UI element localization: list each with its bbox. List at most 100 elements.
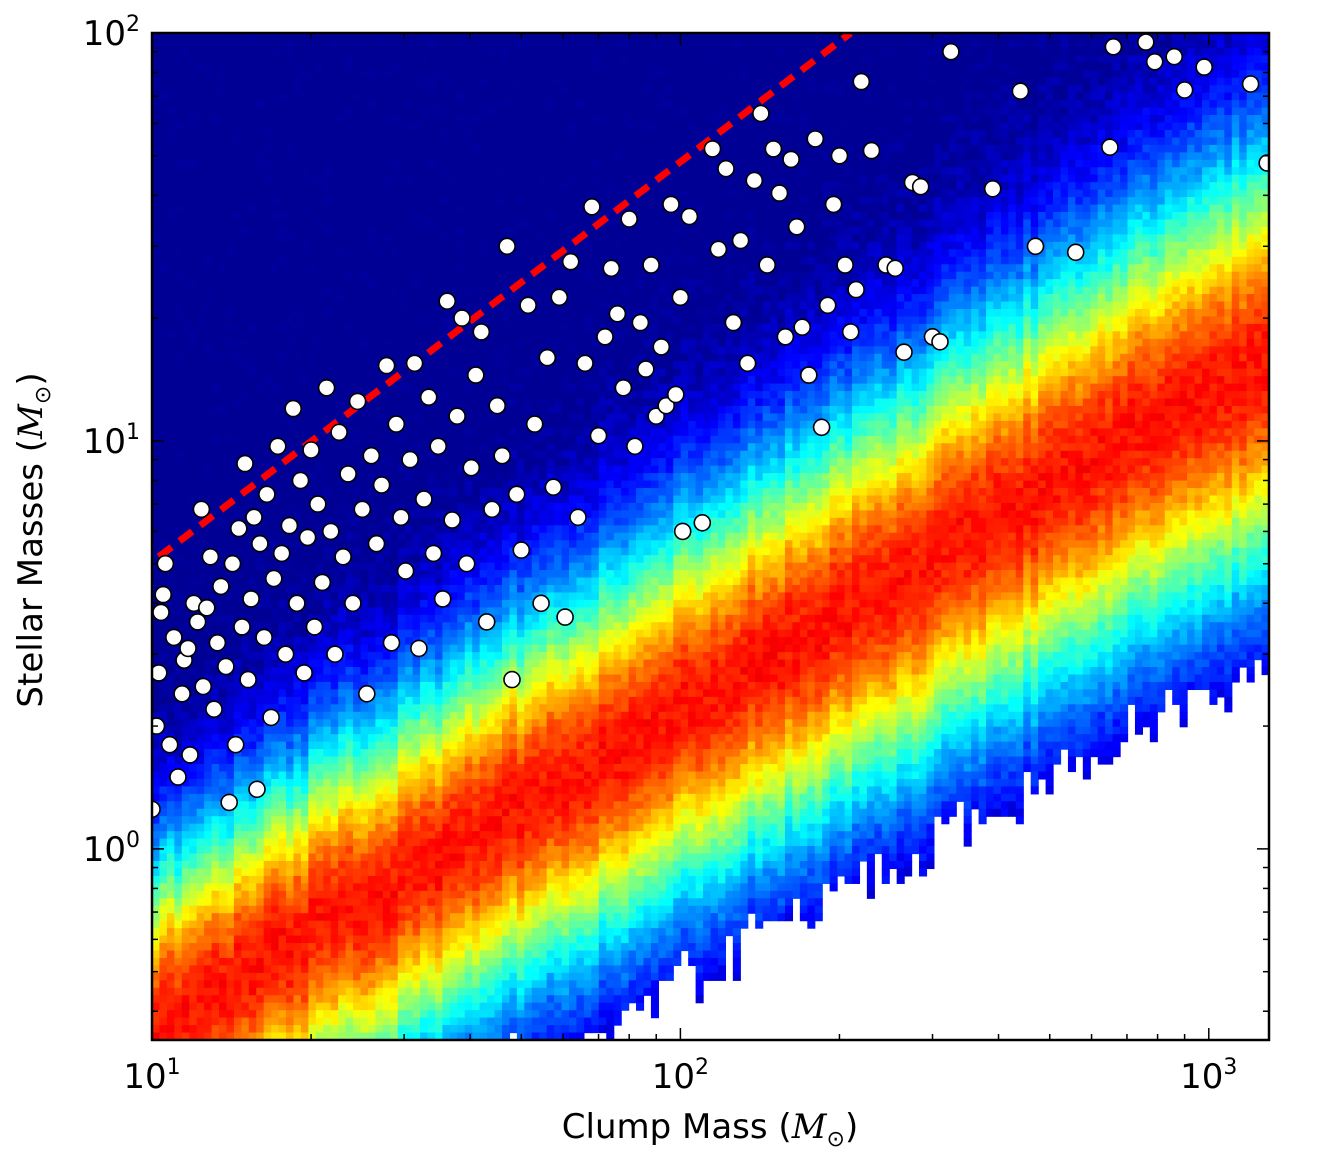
heatmap-cell [412, 488, 421, 497]
heatmap-cell [315, 189, 324, 198]
heatmap-cell [181, 308, 190, 318]
heatmap-cell [174, 607, 183, 616]
heatmap-cell [233, 159, 242, 168]
heatmap-cell [256, 122, 265, 131]
heatmap-cell [315, 607, 324, 616]
heatmap-cell [300, 159, 309, 168]
heatmap-cell [338, 189, 347, 198]
heatmap-cell [412, 115, 421, 124]
heatmap-cell [412, 711, 421, 720]
heatmap-cell [196, 465, 205, 474]
heatmap-cell [390, 614, 399, 623]
heatmap-cell [263, 525, 272, 534]
heatmap-cell [382, 77, 391, 86]
heatmap-cell [367, 883, 376, 892]
heatmap-cell [189, 875, 198, 884]
heatmap-cell [211, 115, 220, 124]
heatmap-cell [308, 838, 317, 847]
heatmap-cell [367, 928, 376, 937]
heatmap-cell [152, 62, 161, 71]
heatmap-cell [233, 249, 242, 258]
heatmap-cell [308, 584, 317, 594]
heatmap-cell [196, 726, 205, 735]
heatmap-cell [375, 965, 384, 974]
heatmap-cell [241, 696, 250, 705]
heatmap-cell [278, 614, 287, 623]
heatmap-cell [300, 614, 309, 623]
heatmap-cell [412, 928, 421, 937]
heatmap-cell [181, 212, 190, 221]
heatmap-cell [375, 599, 384, 608]
heatmap-cell [271, 622, 280, 631]
heatmap-cell [293, 256, 302, 265]
heatmap-cell [152, 361, 161, 370]
heatmap-cell [345, 368, 354, 377]
heatmap-cell [159, 286, 168, 295]
heatmap-cell [271, 674, 280, 683]
heatmap-cell [211, 719, 220, 728]
heatmap-cell [390, 495, 399, 504]
heatmap-cell [382, 435, 391, 444]
heatmap-cell [397, 294, 406, 303]
heatmap-cell [382, 853, 391, 862]
heatmap-cell [263, 92, 272, 101]
heatmap-cell [360, 913, 369, 922]
heatmap-cell [300, 890, 309, 899]
heatmap-cell [271, 167, 280, 176]
heatmap-cell [189, 473, 198, 482]
heatmap-cell [353, 532, 362, 541]
heatmap-cell [159, 764, 168, 773]
heatmap-cell [248, 801, 257, 810]
heatmap-cell [152, 279, 161, 288]
heatmap-cell [152, 129, 161, 139]
heatmap-cell [241, 659, 250, 668]
heatmap-cell [263, 764, 272, 773]
heatmap-cell [219, 1032, 228, 1040]
heatmap-cell [323, 473, 332, 482]
heatmap-cell [420, 1010, 429, 1019]
heatmap-cell [360, 831, 369, 840]
heatmap-cell [152, 980, 161, 989]
heatmap-cell [152, 383, 161, 392]
heatmap-cell [300, 846, 309, 855]
heatmap-cell [420, 793, 429, 802]
heatmap-cell [241, 115, 250, 124]
heatmap-cell [196, 264, 205, 273]
heatmap-cell [233, 674, 242, 683]
heatmap-cell [338, 525, 347, 534]
heatmap-cell [382, 711, 391, 720]
heatmap-cell [226, 629, 235, 638]
heatmap-cell [367, 726, 376, 735]
heatmap-cell [152, 517, 161, 526]
heatmap-cell [174, 256, 183, 265]
heatmap-cell [181, 331, 190, 340]
heatmap-cell [405, 316, 414, 325]
heatmap-cell [166, 995, 175, 1004]
heatmap-cell [397, 301, 406, 310]
heatmap-cell [367, 405, 376, 415]
heatmap-cell [353, 294, 362, 303]
heatmap-cell [367, 801, 376, 810]
heatmap-cell [271, 346, 280, 355]
heatmap-cell [174, 241, 183, 250]
heatmap-cell [271, 913, 280, 922]
heatmap-cell [338, 85, 347, 94]
heatmap-cell [189, 689, 198, 698]
heatmap-cell [293, 764, 302, 773]
heatmap-cell [152, 629, 161, 638]
heatmap-cell [263, 85, 272, 94]
heatmap-cell [390, 256, 399, 265]
heatmap-cell [189, 271, 198, 280]
heatmap-cell [367, 659, 376, 668]
heatmap-cell [286, 816, 295, 825]
heatmap-cell [323, 241, 332, 250]
heatmap-cell [219, 316, 228, 325]
heatmap-cell [278, 473, 287, 482]
heatmap-cell [360, 159, 369, 168]
heatmap-cell [420, 212, 429, 221]
heatmap-cell [293, 935, 302, 944]
heatmap-cell [300, 167, 309, 176]
heatmap-cell [248, 256, 257, 265]
heatmap-cell [412, 480, 421, 489]
heatmap-cell [338, 614, 347, 623]
